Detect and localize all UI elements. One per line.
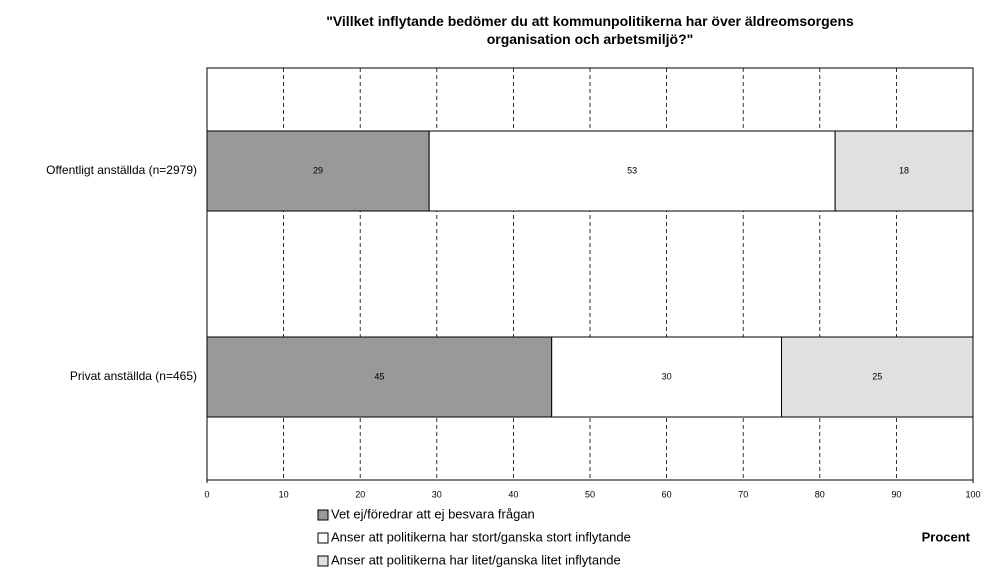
legend-label: Anser att politikerna har stort/ganska s…	[331, 529, 631, 544]
legend-label: Vet ej/föredrar att ej besvara frågan	[331, 506, 535, 521]
bar-segment	[834, 130, 974, 212]
data-label: 18	[899, 165, 909, 175]
x-tick-label: 60	[662, 489, 672, 499]
y-tick-label: Privat anställda (n=465)	[70, 369, 197, 383]
chart-title: "Villket inflytande bedömer du att kommu…	[326, 13, 854, 47]
bar-segment	[206, 336, 553, 418]
legend-swatch	[317, 532, 329, 544]
data-label: 29	[313, 165, 323, 175]
x-tick-label: 50	[585, 489, 595, 499]
legend-swatch	[317, 555, 329, 567]
x-tick-label: 20	[355, 489, 365, 499]
bar-segment	[551, 336, 783, 418]
data-label: 30	[662, 371, 672, 381]
y-tick-label: Offentligt anställda (n=2979)	[46, 163, 197, 177]
x-tick-label: 40	[508, 489, 518, 499]
bar-segment	[781, 336, 974, 418]
data-label: 25	[872, 371, 882, 381]
x-tick-label: 100	[965, 489, 980, 499]
x-axis-label: Procent	[922, 529, 971, 544]
bar-segment	[428, 130, 836, 212]
data-label: 53	[627, 165, 637, 175]
data-label: 45	[374, 371, 384, 381]
x-tick-label: 90	[891, 489, 901, 499]
legend-swatch	[317, 509, 329, 521]
x-tick-label: 80	[815, 489, 825, 499]
legend-label: Anser att politikerna har litet/ganska l…	[331, 552, 621, 567]
x-tick-label: 10	[279, 489, 289, 499]
x-tick-label: 70	[738, 489, 748, 499]
x-tick-label: 30	[432, 489, 442, 499]
bar-segment	[206, 130, 430, 212]
x-tick-label: 0	[204, 489, 209, 499]
